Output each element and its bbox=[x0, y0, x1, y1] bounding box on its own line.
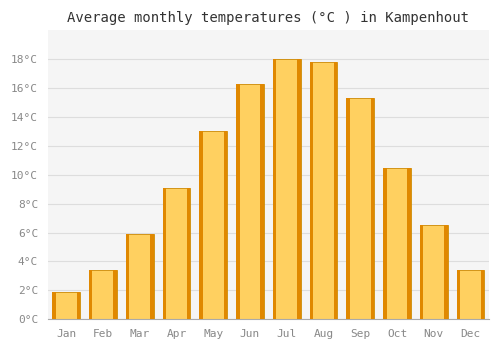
Bar bbox=[150, 234, 154, 319]
Bar bbox=[200, 132, 203, 319]
Bar bbox=[224, 132, 227, 319]
Bar bbox=[456, 270, 460, 319]
Bar bbox=[370, 98, 374, 319]
Bar bbox=[420, 225, 448, 319]
Bar bbox=[200, 132, 227, 319]
Bar bbox=[481, 270, 484, 319]
Bar bbox=[383, 168, 411, 319]
Bar bbox=[420, 225, 424, 319]
Bar bbox=[383, 168, 386, 319]
Bar bbox=[456, 270, 484, 319]
Bar bbox=[89, 270, 117, 319]
Bar bbox=[114, 270, 116, 319]
Title: Average monthly temperatures (°C ) in Kampenhout: Average monthly temperatures (°C ) in Ka… bbox=[68, 11, 469, 25]
Bar bbox=[260, 84, 264, 319]
Bar bbox=[273, 59, 300, 319]
Bar bbox=[236, 84, 240, 319]
Bar bbox=[162, 188, 190, 319]
Bar bbox=[310, 62, 338, 319]
Bar bbox=[444, 225, 448, 319]
Bar bbox=[187, 188, 190, 319]
Bar bbox=[126, 234, 129, 319]
Bar bbox=[52, 292, 56, 319]
Bar bbox=[76, 292, 80, 319]
Bar bbox=[236, 84, 264, 319]
Bar bbox=[408, 168, 411, 319]
Bar bbox=[52, 292, 80, 319]
Bar bbox=[346, 98, 374, 319]
Bar bbox=[273, 59, 276, 319]
Bar bbox=[126, 234, 154, 319]
Bar bbox=[334, 62, 338, 319]
Bar bbox=[89, 270, 92, 319]
Bar bbox=[346, 98, 350, 319]
Bar bbox=[162, 188, 166, 319]
Bar bbox=[297, 59, 300, 319]
Bar bbox=[310, 62, 313, 319]
